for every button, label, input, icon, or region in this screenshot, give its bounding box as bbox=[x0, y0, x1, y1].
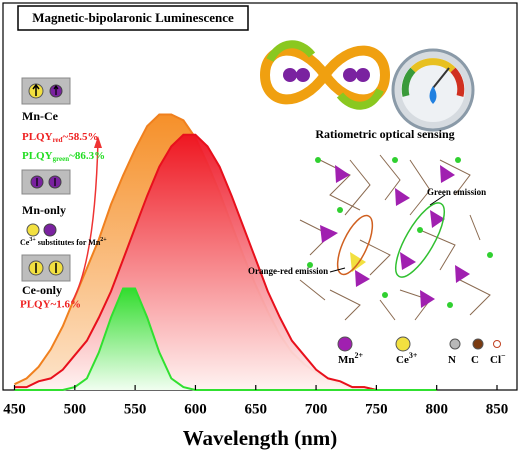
legend-text: C bbox=[471, 354, 479, 366]
series-line bbox=[14, 133, 437, 391]
legend-text: Mn bbox=[338, 354, 355, 366]
legend-label: Cl− bbox=[490, 351, 506, 366]
x-tick-label: 800 bbox=[425, 401, 448, 417]
x-tick-label: 850 bbox=[486, 401, 509, 417]
sub-b-sup: 2+ bbox=[100, 237, 107, 243]
sub-a: Ce bbox=[20, 238, 30, 247]
x-tick-label: 700 bbox=[305, 401, 328, 417]
plqy-red: PLQYred~58.5% bbox=[22, 131, 99, 144]
x-tick-label: 600 bbox=[184, 401, 207, 417]
legend-label: Mn2+ bbox=[338, 351, 364, 366]
legend-text: N bbox=[448, 354, 456, 366]
legend-swatch bbox=[449, 338, 461, 350]
plqy-sub: green bbox=[53, 155, 70, 163]
x-tick-label: 450 bbox=[3, 401, 26, 417]
legend-sup: 2+ bbox=[355, 351, 364, 360]
x-axis-title: Wavelength (nm) bbox=[183, 426, 338, 450]
chart-title: Magnetic-bipolaronic Luminescence bbox=[32, 10, 234, 25]
x-tick-label: 750 bbox=[365, 401, 388, 417]
legend-sup: 3+ bbox=[409, 351, 418, 360]
legend-swatch bbox=[472, 338, 484, 350]
plqy-suffix: ~86.3% bbox=[69, 150, 105, 162]
plqy-sub: red bbox=[53, 136, 63, 144]
label-mn-ce: Mn-Ce bbox=[22, 109, 59, 123]
legend-label: Ce3+ bbox=[396, 351, 418, 366]
legend-swatch bbox=[395, 336, 411, 352]
label-mn-only: Mn-only bbox=[22, 203, 66, 217]
legend-sup: − bbox=[501, 351, 506, 360]
sub-mid: substitutes for Mn bbox=[36, 238, 101, 247]
plqy-ce: PLQY~1.6% bbox=[20, 299, 81, 311]
infinity-icon bbox=[259, 40, 391, 110]
legend-text: Cl bbox=[490, 354, 501, 366]
gauge-icon bbox=[391, 48, 475, 132]
x-tick-label: 500 bbox=[64, 401, 87, 417]
label-sensing: Ratiometric optical sensing bbox=[315, 127, 454, 141]
plqy-prefix: PLQY bbox=[22, 131, 53, 143]
spin-icons bbox=[21, 77, 102, 303]
x-tick-label: 650 bbox=[245, 401, 268, 417]
plqy-green: PLQYgreen~86.3% bbox=[22, 150, 105, 163]
legend-swatch bbox=[493, 340, 501, 348]
crystal-structure bbox=[299, 154, 493, 321]
label-orange-emission: Orange-red emission bbox=[248, 266, 328, 276]
label-substitution: Ce3+ substitutes for Mn2+ bbox=[20, 237, 107, 246]
title-box bbox=[17, 5, 249, 31]
label-green-emission: Green emission bbox=[427, 187, 486, 197]
legend-label: C bbox=[471, 354, 479, 366]
area-fill bbox=[14, 288, 437, 390]
plqy-prefix: PLQY bbox=[22, 150, 53, 162]
plqy-suffix: ~58.5% bbox=[63, 131, 99, 143]
label-ce-only: Ce-only bbox=[22, 283, 62, 297]
legend-label: N bbox=[448, 354, 456, 366]
x-tick-label: 550 bbox=[124, 401, 147, 417]
legend-text: Ce bbox=[396, 354, 409, 366]
series-line bbox=[14, 287, 437, 391]
sub-a-sup: 3+ bbox=[29, 237, 36, 243]
legend-swatch bbox=[337, 336, 353, 352]
